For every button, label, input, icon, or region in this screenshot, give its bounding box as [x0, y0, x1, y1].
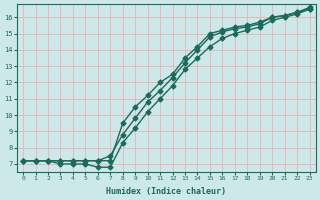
- X-axis label: Humidex (Indice chaleur): Humidex (Indice chaleur): [106, 187, 226, 196]
